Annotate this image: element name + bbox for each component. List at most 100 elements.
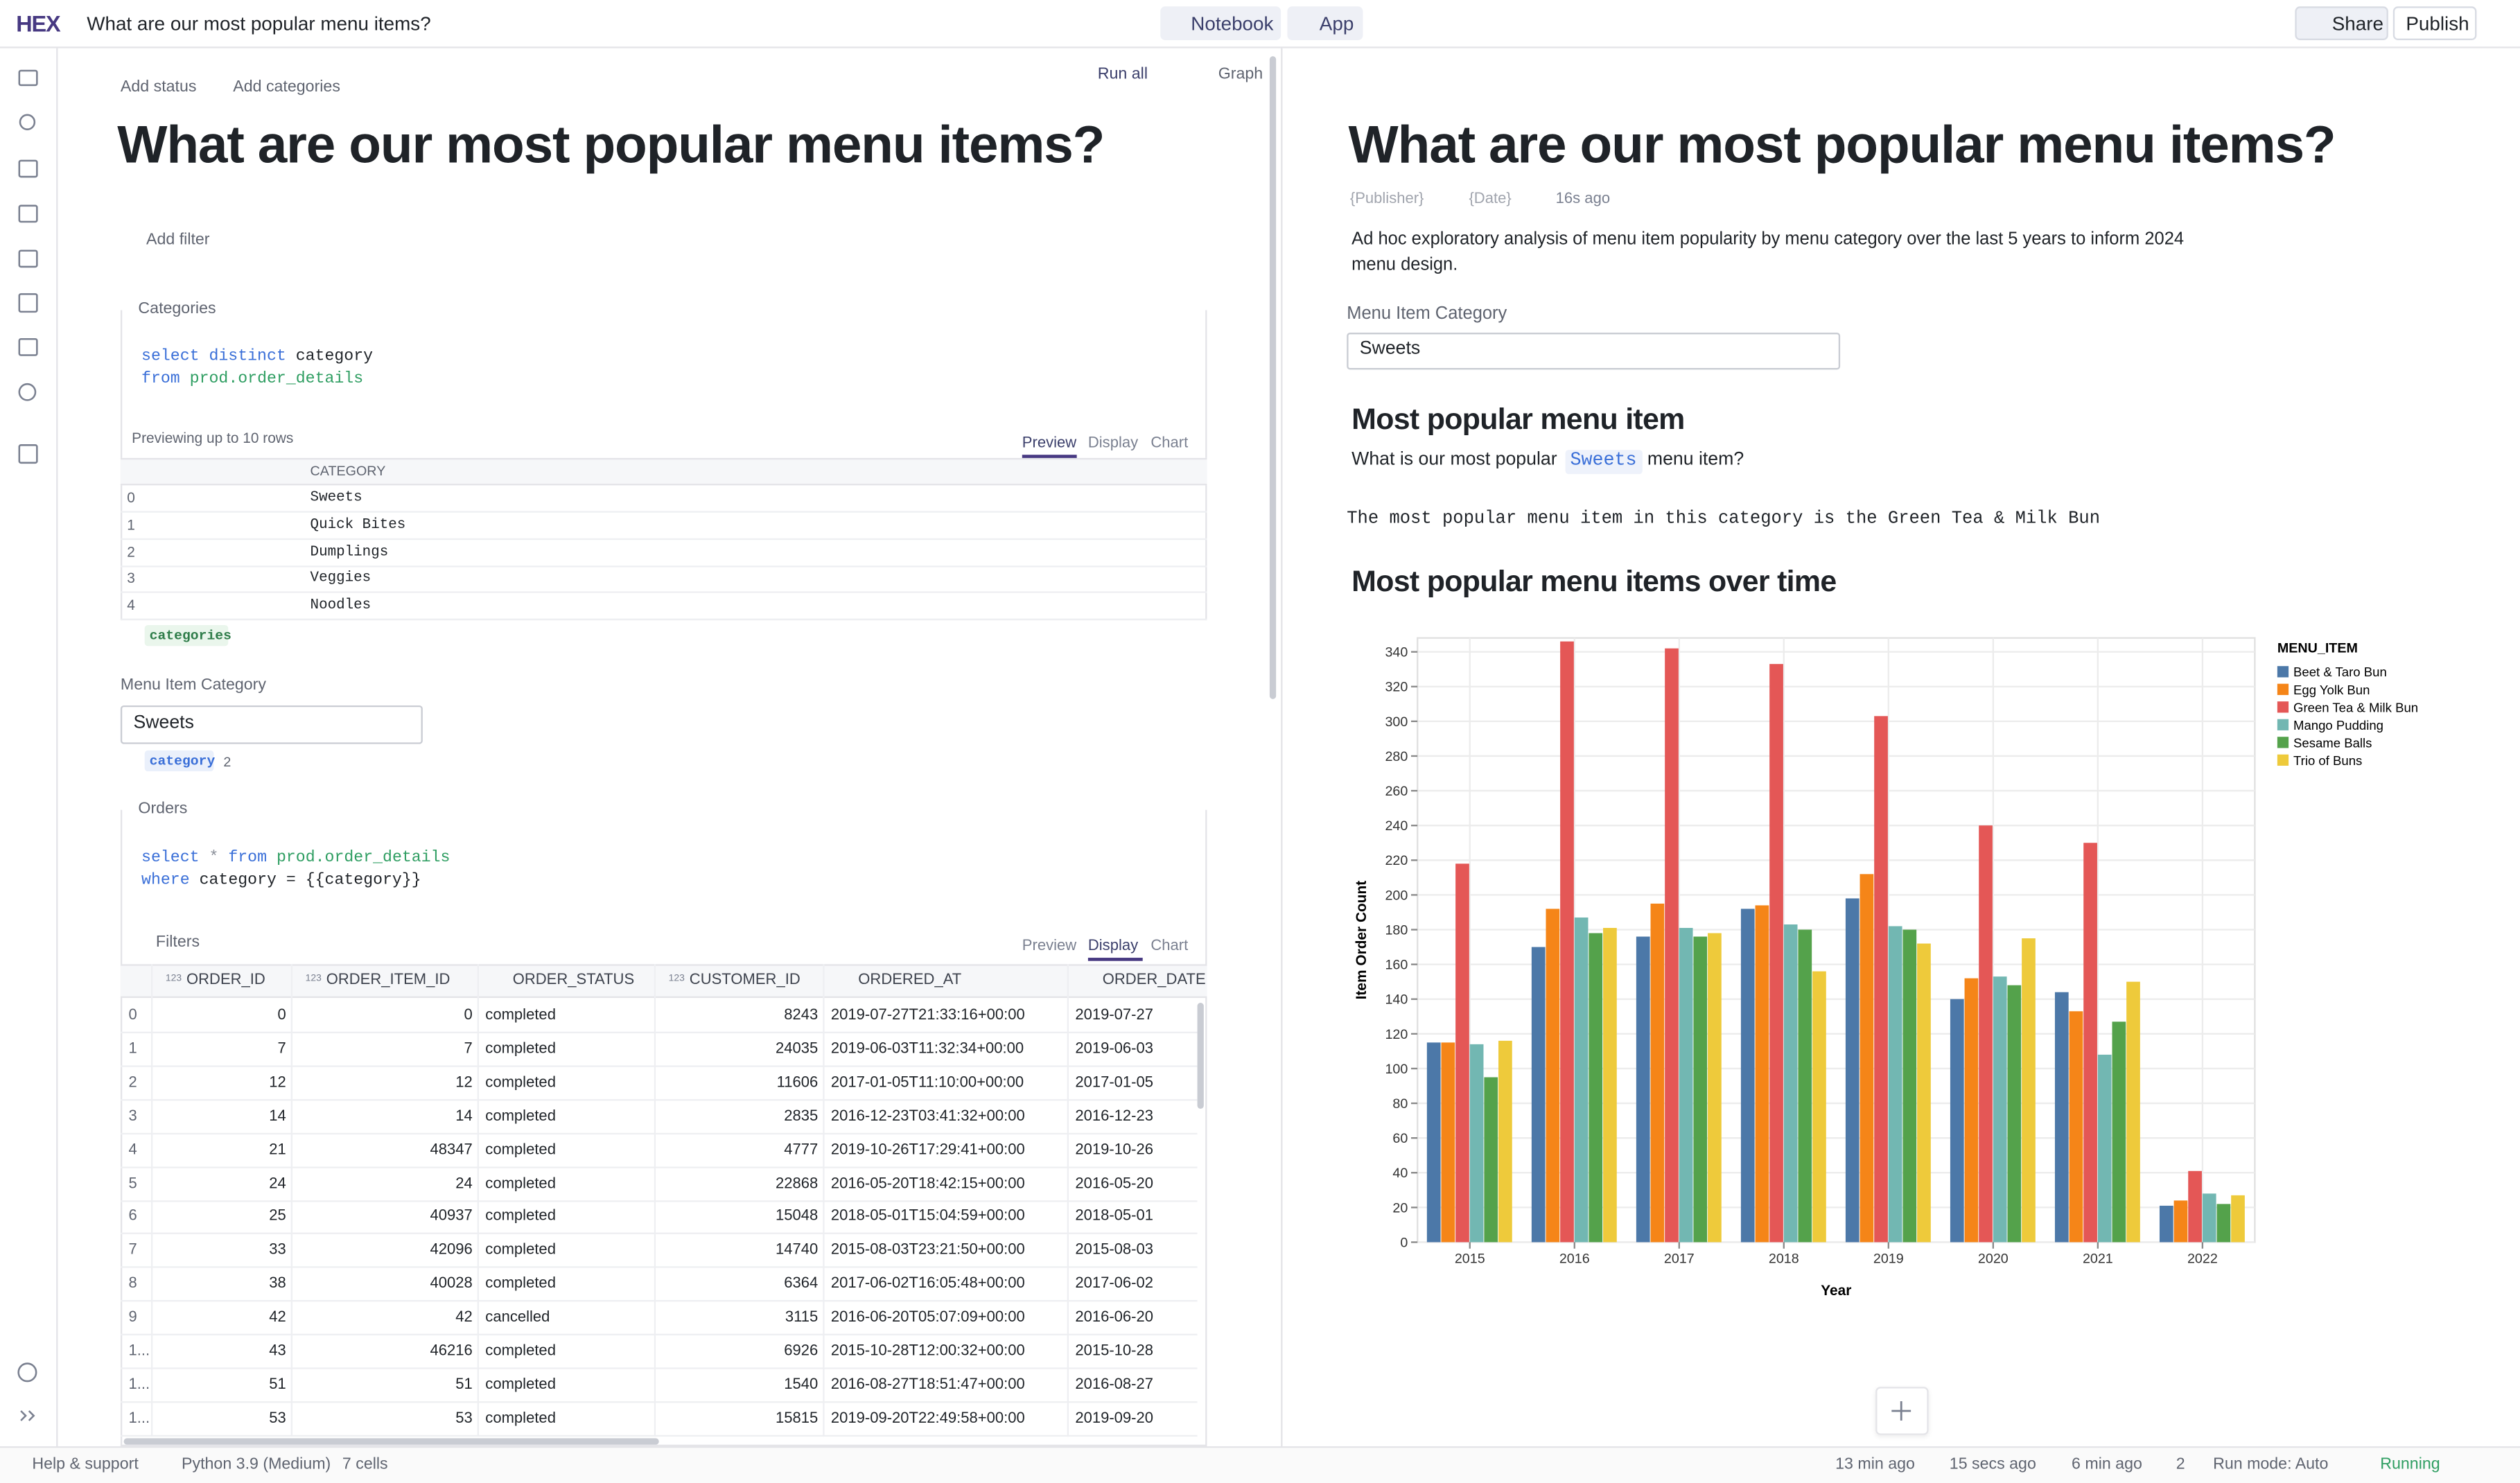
row-index: 0 — [127, 489, 135, 506]
cell-value: 14 — [455, 1107, 473, 1125]
output-tab[interactable]: Chart — [1150, 937, 1189, 956]
bar — [1484, 1077, 1498, 1243]
add-categories[interactable]: Add categories — [233, 78, 340, 97]
category-select[interactable] — [120, 705, 423, 744]
left-scrollbar[interactable] — [1269, 56, 1277, 699]
x-tick-label: 2018 — [1769, 1252, 1799, 1267]
status-item[interactable]: Python 3.9 (Medium) — [182, 1455, 331, 1474]
cell-value: completed — [485, 1241, 556, 1260]
bar — [1650, 903, 1665, 1243]
orders-h-scrollbar[interactable] — [123, 1438, 659, 1445]
app-select[interactable] — [1347, 333, 1841, 370]
status-item[interactable]: 7 cells — [342, 1455, 388, 1474]
panel-divider[interactable] — [1281, 48, 1283, 1446]
column-header[interactable]: ORDER_ITEM_ID — [326, 971, 450, 989]
y-tick-label: 240 — [1385, 818, 1408, 834]
share-button[interactable] — [2295, 6, 2388, 40]
bar — [1546, 909, 1560, 1243]
project-title[interactable]: What are our most popular menu items? — [87, 12, 431, 35]
graph[interactable]: Graph — [1218, 66, 1263, 84]
row-line — [120, 565, 1207, 567]
share-label[interactable]: Share — [2331, 12, 2383, 35]
app-tab-bg[interactable] — [1287, 6, 1363, 40]
code-token: where — [141, 872, 190, 890]
status-item[interactable]: 13 min ago — [1835, 1455, 1915, 1474]
cell-value: completed — [485, 1275, 556, 1293]
output-chip: category — [149, 753, 216, 770]
y-tick-label: 160 — [1385, 958, 1408, 973]
code-line: select distinct category — [141, 349, 373, 368]
cell-value: 46216 — [430, 1342, 473, 1360]
cell-value: 7 — [464, 1039, 473, 1058]
rail-icons[interactable] — [0, 49, 58, 1446]
add-cell-button[interactable] — [1875, 1387, 1929, 1435]
select-value[interactable]: Sweets — [133, 713, 194, 733]
bar — [1498, 1040, 1512, 1243]
cell-value: 12 — [269, 1073, 286, 1091]
cell-value: completed — [485, 1073, 556, 1091]
bar — [2083, 843, 2097, 1243]
y-tick-label: 40 — [1392, 1166, 1408, 1181]
orders-v-scrollbar[interactable] — [1197, 1002, 1204, 1109]
add-status[interactable]: Add status — [120, 78, 197, 97]
updated: 16s ago — [1555, 190, 1611, 208]
column-header[interactable]: ORDER_ID — [186, 971, 265, 989]
legend-swatch — [2277, 666, 2289, 678]
cell-value: completed — [485, 1107, 556, 1125]
code-token: from — [141, 371, 180, 389]
output-tab[interactable]: Chart — [1150, 434, 1189, 453]
row-line — [120, 1166, 1198, 1168]
bar — [1979, 825, 1993, 1243]
publish-button[interactable] — [2392, 6, 2477, 40]
select-value[interactable]: Sweets — [1359, 339, 1421, 359]
orders-cell[interactable] — [120, 809, 1207, 1446]
filters[interactable]: Filters — [155, 933, 200, 951]
row-index: 7 — [128, 1241, 137, 1260]
status-item[interactable]: Running — [2380, 1455, 2440, 1474]
status-item[interactable]: 15 secs ago — [1949, 1455, 2036, 1474]
cell-value: 2017-06-02 — [1075, 1275, 1154, 1293]
legend-label: Sesame Balls — [2293, 735, 2372, 750]
cell-value: completed — [485, 1342, 556, 1360]
row-line — [120, 1300, 1198, 1302]
cell-value: 24035 — [776, 1039, 819, 1058]
cell-value: 2017-01-05T11:10:00+00:00 — [830, 1073, 1024, 1091]
row-index: 2 — [128, 1073, 137, 1091]
status-item[interactable]: Run mode: Auto — [2213, 1455, 2329, 1474]
notebook-tab-bg[interactable] — [1160, 6, 1281, 40]
bar — [1950, 999, 1964, 1243]
add-filter[interactable]: Add filter — [146, 231, 210, 249]
column-header[interactable]: ORDERED_AT — [858, 971, 962, 989]
column-header[interactable]: CUSTOMER_ID — [689, 971, 800, 989]
row-line — [120, 1401, 1198, 1403]
notebook-title: What are our most popular menu items? — [117, 114, 1105, 174]
y-tick-label: 80 — [1392, 1096, 1408, 1112]
logo[interactable]: HEX — [16, 10, 60, 37]
y-tick-label: 220 — [1385, 853, 1408, 868]
status-item[interactable]: Help & support — [32, 1455, 139, 1474]
status-item[interactable]: 2 — [2176, 1455, 2185, 1474]
x-tick-label: 2022 — [2187, 1252, 2218, 1267]
cell-value: 4777 — [784, 1141, 819, 1159]
cell-value: 2019-07-27T21:33:16+00:00 — [830, 1006, 1025, 1024]
notebook-tab[interactable]: Notebook — [1191, 12, 1274, 35]
status-item[interactable]: 6 min ago — [2072, 1455, 2142, 1474]
x-axis-title: Year — [1821, 1283, 1851, 1299]
run-all[interactable]: Run all — [1097, 66, 1148, 84]
output-tab[interactable]: Display — [1087, 937, 1139, 956]
column-header[interactable]: ORDER_STATUS — [512, 971, 635, 989]
bar — [1755, 905, 1769, 1243]
active-tab-underline — [1022, 455, 1077, 457]
legend-swatch — [2277, 737, 2289, 748]
publish-label[interactable]: Publish — [2406, 12, 2469, 35]
row-index: 6 — [128, 1208, 137, 1226]
output-tab[interactable]: Display — [1087, 434, 1139, 453]
column-header[interactable]: ORDER_DATE — [1102, 971, 1206, 989]
cell-value: 15048 — [776, 1208, 819, 1226]
output-tab[interactable]: Preview — [1022, 937, 1077, 956]
app-tab[interactable]: App — [1319, 12, 1354, 35]
output-tab[interactable]: Preview — [1022, 434, 1077, 453]
bar — [2069, 1011, 2083, 1243]
code-token: = — [286, 872, 296, 890]
legend-label: Trio of Buns — [2293, 753, 2362, 768]
